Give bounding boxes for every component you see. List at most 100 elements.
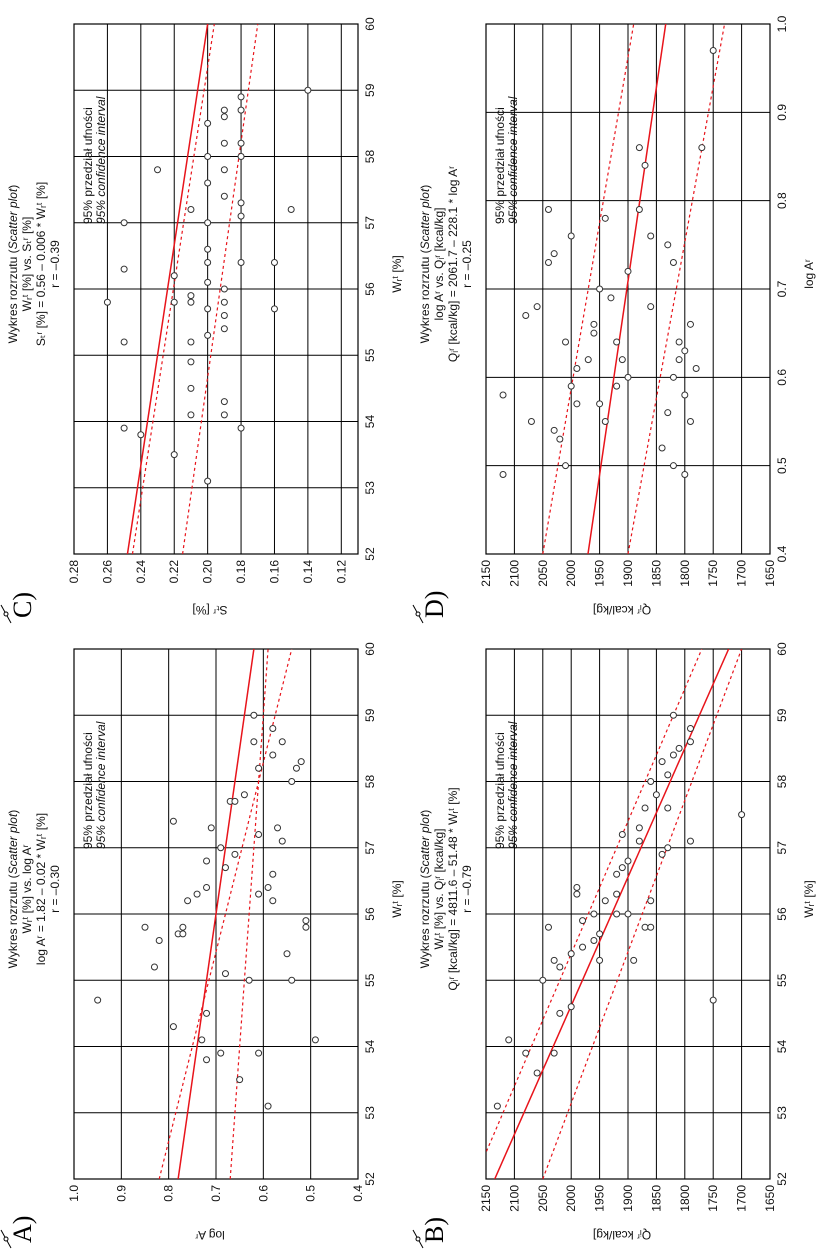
scatter-plot: 52 53 54 55 56 57 58 59 60 0.4 0.5 0.6 0.7 0.8 0.9 1.0: [67, 642, 377, 1202]
data-point: [505, 1036, 513, 1044]
data-point: [641, 923, 649, 931]
y-tick-label: 1800: [678, 1185, 692, 1212]
y-tick-label: 1700: [735, 1185, 749, 1212]
data-point: [579, 917, 587, 925]
data-point: [613, 870, 621, 878]
x-tick-label: 58: [775, 775, 789, 789]
y-tick-label: 2150: [479, 1185, 493, 1212]
correlation-coefficient: r = –0.39: [48, 240, 62, 288]
x-tick-label: 60: [363, 642, 377, 656]
y-tick-label: 0.14: [301, 560, 315, 584]
data-point: [237, 93, 245, 101]
y-tick-label: 2000: [564, 1185, 578, 1212]
regression-equation: log Aʳ = 1.82 – 0.02 * Wᵣᵗ [%]: [34, 812, 48, 966]
data-point: [635, 206, 643, 213]
data-point: [669, 462, 677, 470]
data-point: [264, 1102, 272, 1110]
data-point: [264, 884, 272, 891]
data-point: [204, 259, 212, 266]
y-tick-label: 1750: [706, 1185, 720, 1212]
data-point: [187, 292, 195, 300]
data-point: [203, 1009, 211, 1017]
data-point: [237, 259, 245, 266]
y-tick-label: 1850: [649, 560, 663, 587]
confidence-band-line: [131, 24, 215, 554]
y-tick-label: 2000: [564, 560, 578, 587]
data-point: [220, 106, 228, 114]
data-point: [669, 259, 677, 266]
y-tick-label: 1750: [706, 560, 720, 587]
x-tick-label: 58: [363, 775, 377, 789]
y-tick-label: 1900: [621, 1185, 635, 1212]
data-point: [274, 824, 282, 832]
data-point: [556, 963, 564, 971]
regression-equation: Qᵢʳ [kcal/kg] = 4811.6 – 51.48 * Wᵣᵗ [%]: [446, 787, 460, 991]
y-tick-label: 0.24: [134, 560, 148, 584]
data-point: [292, 764, 300, 772]
title-end: ): [6, 184, 20, 189]
data-point: [573, 884, 581, 891]
data-point: [596, 956, 604, 964]
data-point: [255, 1049, 263, 1057]
data-point: [658, 850, 666, 858]
title-end: ): [6, 809, 20, 814]
data-point: [544, 259, 552, 266]
legend-text-en: 95% confidence interval: [94, 96, 108, 224]
y-tick-label: 2100: [507, 1185, 521, 1212]
legend: 95% przedział ufności 95% confidence int…: [493, 721, 520, 849]
data-point: [204, 153, 212, 160]
data-point: [550, 250, 558, 258]
x-tick-label: 56: [363, 907, 377, 921]
data-point: [270, 259, 278, 266]
data-point: [154, 166, 162, 174]
x-tick-label: 54: [363, 1040, 377, 1054]
chart-panel-a: 52 53 54 55 56 57 58 59 60 0.4 0.5 0.6 0.7 0.8 0.9 1.0 …: [0, 625, 412, 1249]
data-point: [287, 206, 295, 213]
data-point: [278, 738, 286, 746]
data-point: [203, 857, 211, 865]
confidence-band-line: [158, 649, 293, 1179]
title-end: ): [418, 809, 432, 814]
y-tick-label: 0.26: [100, 560, 114, 584]
panel-letter: A): [8, 1215, 37, 1243]
y-tick-label: 0.28: [67, 560, 81, 584]
data-point: [288, 976, 296, 984]
data-point: [675, 338, 683, 346]
data-point: [686, 738, 694, 746]
y-tick-label: 1650: [763, 1185, 777, 1212]
data-point: [207, 824, 215, 832]
data-point: [613, 338, 621, 346]
plot-frame: [73, 23, 359, 555]
x-tick-label: 55: [775, 973, 789, 987]
data-point: [550, 956, 558, 964]
chart-panel-c: 52 53 54 55 56 57 58 59 60 0.12 0.14 0.16 0.18 0.20 0.…: [0, 0, 412, 624]
data-point: [179, 923, 187, 931]
data-point: [187, 206, 195, 213]
x-tick-label: 58: [363, 150, 377, 164]
data-point: [669, 751, 677, 759]
data-point: [499, 471, 507, 478]
confidence-band-line: [229, 649, 269, 1179]
y-tick-label: 1950: [593, 1185, 607, 1212]
regression-equation: Sₜʳ [%] = 0.56 – 0.006 * Wᵣᵗ [%]: [34, 181, 48, 347]
data-point: [590, 910, 598, 918]
data-point: [170, 451, 178, 459]
panel-letter: B): [420, 1217, 449, 1243]
data-point: [221, 864, 229, 872]
data-point: [635, 837, 643, 845]
data-point: [220, 325, 228, 333]
data-point: [237, 212, 245, 220]
data-point: [562, 462, 570, 470]
title-variables: log Aʳ vs. Qᵢʳ [kcal/kg]: [432, 207, 446, 321]
data-point: [573, 365, 581, 372]
data-point: [220, 398, 228, 406]
data-point: [522, 312, 530, 319]
data-point: [539, 976, 547, 984]
x-tick-label: 54: [363, 415, 377, 429]
x-tick-label: 0.7: [775, 280, 789, 297]
data-point: [584, 356, 592, 364]
y-tick-label: 2050: [536, 1185, 550, 1212]
data-point: [544, 206, 552, 213]
legend-text-en: 95% confidence interval: [506, 721, 520, 849]
y-tick-label: 0.6: [256, 1185, 270, 1202]
